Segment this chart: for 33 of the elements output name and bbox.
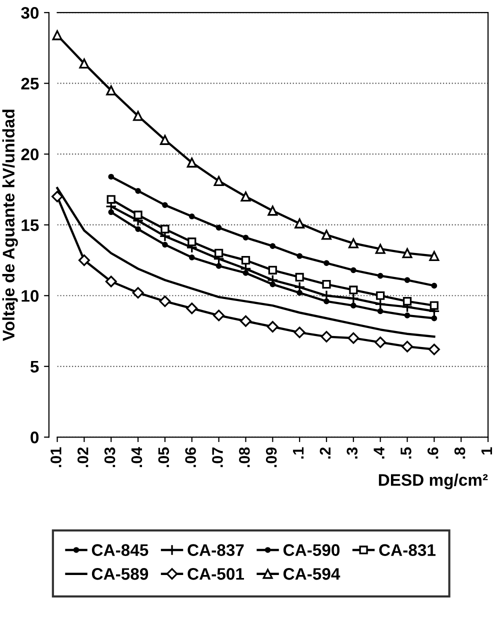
x-tick-label: .01 <box>50 447 62 468</box>
legend-label: CA-845 <box>92 544 148 556</box>
legend-label: CA-589 <box>92 568 148 580</box>
x-axis-title: DESD mg/cm² <box>378 474 488 490</box>
x-tick-label: .05 <box>158 447 170 468</box>
x-tick-label: .02 <box>77 447 88 468</box>
x-tick-label: .4 <box>374 446 384 459</box>
y-tick-label: 0 <box>30 432 39 444</box>
legend-label: CA-594 <box>283 568 340 580</box>
x-tick-label: .1 <box>293 447 304 459</box>
y-tick-label: 10 <box>22 290 39 302</box>
y-tick-label: 20 <box>21 148 39 160</box>
x-tick-label: .3 <box>346 447 358 459</box>
legend-label: CA-590 <box>283 544 340 556</box>
x-tick-label: .06 <box>185 447 196 468</box>
x-tick-label: .03 <box>104 447 116 468</box>
x-tick-label: .8 <box>454 447 466 459</box>
x-tick-label: .2 <box>320 447 330 459</box>
x-tick-label: .04 <box>131 446 142 468</box>
legend-label: CA-501 <box>188 568 244 580</box>
y-tick-label: 15 <box>22 219 39 232</box>
y-tick-label: 25 <box>21 78 39 90</box>
y-tick-label: 30 <box>21 6 39 19</box>
x-tick-label: .6 <box>427 447 438 459</box>
x-tick-label: .08 <box>239 447 250 468</box>
y-axis-title: Voltaje de Aguante kV/unidad <box>2 110 18 341</box>
y-tick-label: 5 <box>30 360 39 373</box>
x-tick-label: .09 <box>266 447 277 468</box>
legend-label: CA-837 <box>188 544 244 556</box>
x-tick-label: 1 <box>481 447 492 454</box>
legend-label: CA-831 <box>379 544 436 556</box>
x-tick-label: .07 <box>212 448 223 468</box>
x-tick-label: .5 <box>400 447 412 459</box>
